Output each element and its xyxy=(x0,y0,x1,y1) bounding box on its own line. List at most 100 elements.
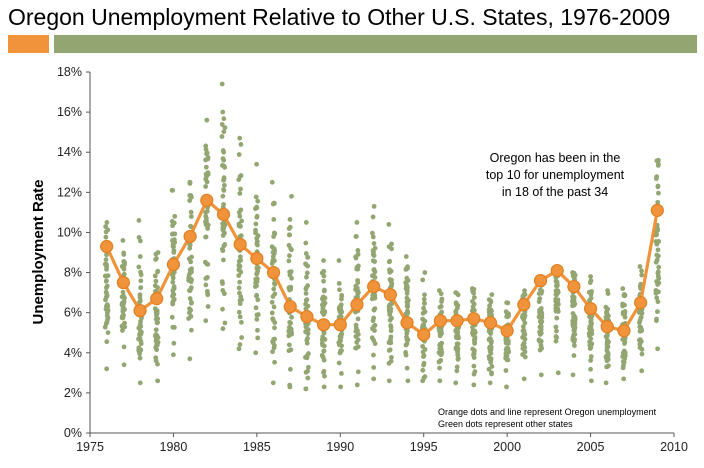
state-dot xyxy=(389,277,394,283)
state-dot xyxy=(470,289,476,295)
state-dot xyxy=(472,348,477,353)
state-dot xyxy=(538,324,544,329)
state-dot xyxy=(371,203,377,209)
state-dot xyxy=(188,209,194,215)
state-dot xyxy=(153,327,159,333)
state-dot xyxy=(236,152,242,157)
state-dot xyxy=(338,348,344,353)
oregon-point xyxy=(450,314,464,328)
state-dot xyxy=(321,330,327,336)
state-dot xyxy=(605,343,611,349)
state-dot xyxy=(221,129,227,135)
axes-group xyxy=(86,71,675,437)
state-dot xyxy=(487,344,493,350)
state-dot xyxy=(371,352,376,358)
state-dot xyxy=(321,273,327,279)
state-dot xyxy=(221,182,227,188)
state-dot xyxy=(102,273,108,279)
state-dot xyxy=(170,324,176,330)
oregon-point xyxy=(517,298,531,312)
state-dot xyxy=(371,241,377,246)
y-tick-labels: 0% 2% 4% 6% 8% 10% 12% 14% 16% 18% xyxy=(57,65,82,440)
state-dot xyxy=(120,289,126,295)
state-dot xyxy=(386,244,392,250)
state-dot xyxy=(538,306,544,311)
state-dot xyxy=(405,378,411,384)
state-dot xyxy=(305,375,311,381)
oregon-point xyxy=(317,318,331,332)
state-dot xyxy=(621,359,627,365)
state-dot xyxy=(321,299,327,305)
state-dot xyxy=(272,359,277,365)
state-dot xyxy=(219,81,225,87)
oregon-point xyxy=(600,320,614,334)
state-dot xyxy=(436,359,442,365)
state-dot xyxy=(153,251,159,257)
state-dot xyxy=(404,365,410,371)
state-dot xyxy=(186,272,192,278)
oregon-point xyxy=(333,318,347,332)
state-dot xyxy=(588,358,594,363)
state-dot xyxy=(388,358,394,364)
state-dot xyxy=(404,341,410,347)
state-dot xyxy=(255,268,261,274)
state-dot xyxy=(172,213,178,219)
state-dot xyxy=(337,287,342,293)
state-dot xyxy=(220,306,225,312)
state-dot xyxy=(603,380,609,386)
state-dot xyxy=(103,257,109,263)
state-dot xyxy=(153,278,159,284)
state-dot xyxy=(303,251,309,256)
state-dot xyxy=(655,299,661,305)
state-dot xyxy=(170,288,176,294)
state-dot xyxy=(319,352,325,358)
oregon-point xyxy=(116,275,130,290)
state-dot xyxy=(153,338,159,344)
oregon-point xyxy=(567,279,581,294)
state-dot xyxy=(237,279,243,285)
oregon-point xyxy=(300,310,314,324)
state-dot xyxy=(188,285,194,291)
state-dot xyxy=(553,334,559,339)
state-dot xyxy=(102,324,108,330)
state-dot xyxy=(271,345,277,351)
state-dot xyxy=(389,301,395,307)
state-dot xyxy=(153,355,159,361)
state-dot xyxy=(336,306,342,312)
state-dot xyxy=(121,271,127,277)
state-dot xyxy=(171,340,177,346)
state-dot xyxy=(654,257,660,263)
state-dot xyxy=(538,320,544,326)
state-dot xyxy=(105,330,111,336)
state-dot xyxy=(588,354,594,359)
oregon-point xyxy=(150,292,164,306)
state-dot xyxy=(454,335,460,341)
state-dot xyxy=(370,252,376,257)
state-dot xyxy=(170,279,176,285)
state-dot xyxy=(588,378,594,384)
state-dot xyxy=(389,281,395,287)
state-dot xyxy=(271,250,277,256)
state-dot xyxy=(220,227,226,233)
state-dot xyxy=(571,353,577,358)
state-dot xyxy=(421,305,426,311)
oregon-point xyxy=(500,324,514,338)
state-dot xyxy=(203,164,209,170)
state-dot xyxy=(187,181,193,186)
state-dot xyxy=(638,315,644,321)
x-tick-label: 2005 xyxy=(577,440,605,454)
state-dot xyxy=(471,382,477,388)
state-dot xyxy=(270,340,276,346)
state-dot xyxy=(238,269,244,275)
state-dot xyxy=(421,324,426,329)
state-dot xyxy=(372,259,378,264)
state-dot xyxy=(254,161,260,167)
state-dot xyxy=(455,330,461,335)
state-dot xyxy=(137,322,143,328)
state-dot xyxy=(254,235,260,241)
state-dot xyxy=(271,201,277,206)
state-dot xyxy=(387,317,393,323)
state-dot xyxy=(372,275,378,280)
state-dot xyxy=(220,248,226,254)
state-dot xyxy=(405,264,410,270)
